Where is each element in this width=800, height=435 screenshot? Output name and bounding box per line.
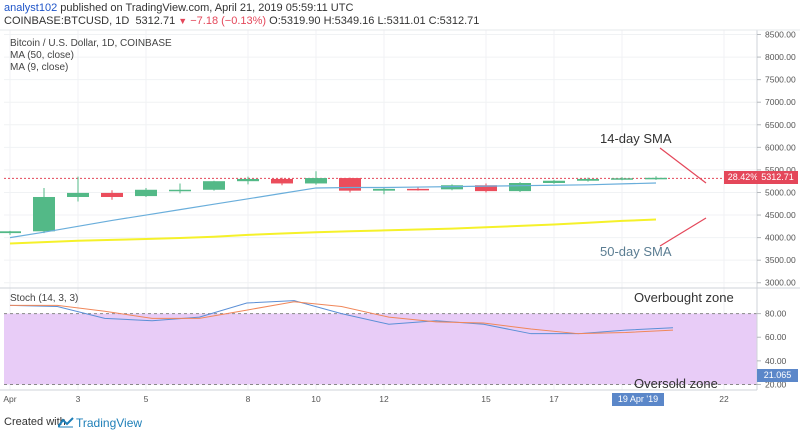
candle-body <box>339 178 361 191</box>
oversold-annotation: Oversold zone <box>634 376 718 391</box>
sma14-annotation: 14-day SMA <box>600 131 672 146</box>
date-marker-tag: 19 Apr '19 <box>612 393 664 406</box>
high-label: H: <box>323 15 335 27</box>
header-bar: analyst102 published on TradingView.com,… <box>0 0 800 30</box>
high-value: 5349.16 <box>334 15 375 27</box>
ma9-legend: MA (9, close) <box>10 62 69 73</box>
time-tick-label: 10 <box>311 394 321 404</box>
price-tick-label: 4000.00 <box>765 233 796 243</box>
down-arrow-icon: ▼ <box>178 16 188 26</box>
candle-body <box>237 178 259 182</box>
change-value: −7.18 (−0.13%) <box>190 15 267 27</box>
candle-body <box>611 178 633 180</box>
price-tick-label: 7500.00 <box>765 75 796 85</box>
time-tick-label: 8 <box>246 394 251 404</box>
candle-body <box>101 192 123 197</box>
axes: 3000.00 3500.00 4000.00 4500.00 5000.00 5500.… <box>0 29 800 404</box>
candle-body <box>271 178 293 184</box>
candle-body <box>407 188 429 191</box>
author-link[interactable]: analyst102 <box>4 2 58 14</box>
close-label: C: <box>428 15 440 27</box>
stoch-value-tag: 21.065 <box>757 369 798 382</box>
tradingview-brand-link[interactable]: TradingView <box>76 416 143 430</box>
stoch-tick-label: 80.00 <box>765 309 787 319</box>
price-tick-label: 7000.00 <box>765 97 796 107</box>
publish-info: analyst102 published on TradingView.com,… <box>4 2 353 14</box>
symbol-label: COINBASE:BTCUSD, 1D <box>4 15 130 27</box>
time-tick-label: 3 <box>76 394 81 404</box>
open-label: O: <box>269 15 281 27</box>
price-tick-label: 4500.00 <box>765 210 796 220</box>
chart-title-legend: Bitcoin / U.S. Dollar, 1D, COINBASE <box>10 38 172 49</box>
time-tick-label: 22 <box>719 394 729 404</box>
candle-body <box>441 185 463 190</box>
time-tick-label: 5 <box>144 394 149 404</box>
price-tick-label: 8000.00 <box>765 52 796 62</box>
stoch-pane <box>4 300 757 385</box>
price-tick-label: 3500.00 <box>765 255 796 265</box>
time-tick-label: 15 <box>481 394 491 404</box>
stoch-d-line <box>10 301 674 335</box>
price-tick-label: 6000.00 <box>765 142 796 152</box>
ma50-line <box>9 218 657 245</box>
time-tick-label: 12 <box>379 394 389 404</box>
candle-body <box>509 183 531 192</box>
overbought-annotation: Overbought zone <box>634 290 734 305</box>
ohlc-line: COINBASE:BTCUSD, 1D 5312.71 ▼ −7.18 (−0.… <box>4 15 479 27</box>
ma9-line <box>9 182 657 239</box>
price-value: 5312.71 <box>135 15 176 27</box>
stoch-legend: Stoch (14, 3, 3) <box>10 293 79 304</box>
ma50-legend: MA (50, close) <box>10 50 74 61</box>
candle-body <box>543 180 565 183</box>
open-value: 5319.90 <box>280 15 321 27</box>
candle-body <box>135 189 157 197</box>
stoch-tick-label: 20.00 <box>765 379 787 389</box>
sma50-pointer-line <box>659 217 707 247</box>
candle-body <box>373 188 395 191</box>
candle-body <box>0 231 21 234</box>
stoch-tick-label: 40.00 <box>765 356 787 366</box>
published-text: published on TradingView.com, April 21, … <box>60 2 354 14</box>
last-price-tag: 5312.71 <box>757 171 798 184</box>
price-pane <box>0 30 757 390</box>
stoch-k-line <box>9 300 674 335</box>
candle-body <box>203 181 225 190</box>
low-value: 5311.01 <box>386 15 426 27</box>
percent-tag: 28.42% <box>724 171 762 184</box>
stoch-zone-band <box>4 313 757 385</box>
candle-body <box>645 177 667 180</box>
price-tick-label: 5000.00 <box>765 187 796 197</box>
sma50-annotation: 50-day SMA <box>600 244 672 259</box>
candle-body <box>577 178 599 181</box>
price-tick-label: 5500.00 <box>765 165 796 175</box>
sma14-pointer-line <box>659 147 707 184</box>
tradingview-logo-icon <box>58 417 74 428</box>
candle-body <box>169 189 191 192</box>
candle-body <box>67 192 89 197</box>
candle-body <box>305 178 327 184</box>
price-tick-label: 6500.00 <box>765 120 796 130</box>
low-label: L: <box>377 15 387 27</box>
price-tick-label: 8500.00 <box>765 30 796 40</box>
close-value: 5312.71 <box>439 15 480 27</box>
candle-body <box>33 196 55 232</box>
created-with-label: Created with <box>4 416 66 428</box>
price-tick-label: 3000.00 <box>765 278 796 288</box>
candle-body <box>475 185 497 192</box>
stoch-tick-label: 60.00 <box>765 332 787 342</box>
footer: Created with TradingView <box>0 410 800 435</box>
time-tick-label: Apr <box>3 394 16 404</box>
time-tick-label: 17 <box>549 394 559 404</box>
